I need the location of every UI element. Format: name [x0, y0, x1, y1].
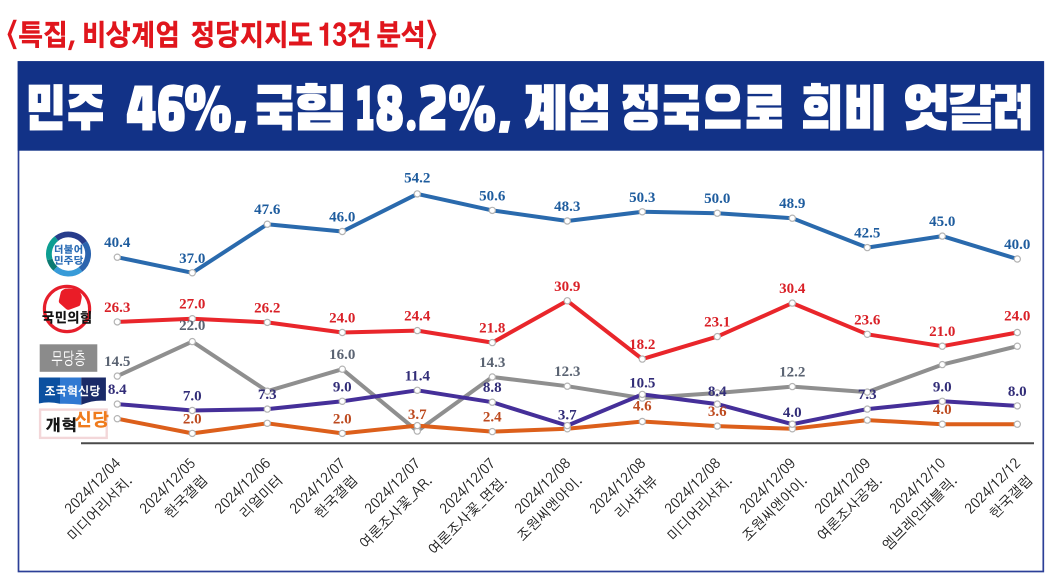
svg-text:50.6: 50.6 — [479, 188, 506, 204]
svg-text:27.0: 27.0 — [179, 297, 205, 313]
svg-text:23.6: 23.6 — [854, 312, 881, 328]
svg-text:7.0: 7.0 — [183, 389, 202, 405]
svg-text:7.3: 7.3 — [258, 387, 277, 403]
svg-text:3.6: 3.6 — [708, 404, 727, 420]
svg-text:46.0: 46.0 — [329, 210, 355, 226]
svg-text:4.6: 4.6 — [633, 399, 652, 415]
svg-text:24.4: 24.4 — [404, 309, 431, 325]
svg-text:8.4: 8.4 — [708, 384, 727, 400]
svg-text:9.0: 9.0 — [933, 379, 952, 395]
svg-text:26.2: 26.2 — [254, 300, 280, 316]
svg-text:12.2: 12.2 — [779, 365, 805, 381]
svg-text:8.8: 8.8 — [483, 380, 502, 396]
svg-text:30.9: 30.9 — [554, 279, 580, 295]
svg-text:12.3: 12.3 — [554, 364, 580, 380]
svg-text:30.4: 30.4 — [779, 281, 806, 297]
svg-text:54.2: 54.2 — [404, 170, 430, 186]
svg-text:48.3: 48.3 — [554, 199, 580, 215]
svg-text:2.4: 2.4 — [483, 410, 502, 426]
svg-text:47.6: 47.6 — [254, 202, 281, 218]
svg-text:40.0: 40.0 — [1004, 237, 1030, 253]
svg-text:42.5: 42.5 — [854, 226, 880, 242]
svg-text:2.0: 2.0 — [333, 411, 352, 427]
svg-text:14.5: 14.5 — [104, 354, 130, 370]
svg-text:11.4: 11.4 — [405, 368, 431, 384]
svg-text:37.0: 37.0 — [179, 251, 205, 267]
svg-text:21.0: 21.0 — [929, 324, 955, 340]
svg-text:10.5: 10.5 — [629, 375, 655, 391]
svg-text:24.0: 24.0 — [1004, 309, 1030, 325]
svg-text:21.8: 21.8 — [479, 321, 505, 337]
svg-text:7.3: 7.3 — [858, 387, 877, 403]
svg-text:3.7: 3.7 — [558, 407, 577, 423]
svg-text:24.0: 24.0 — [329, 311, 355, 327]
svg-text:16.0: 16.0 — [329, 347, 355, 363]
svg-text:9.0: 9.0 — [333, 379, 352, 395]
svg-text:4.0: 4.0 — [783, 405, 802, 421]
svg-text:8.0: 8.0 — [1008, 384, 1027, 400]
svg-text:22.0: 22.0 — [179, 318, 205, 334]
svg-text:14.3: 14.3 — [479, 355, 505, 371]
svg-text:40.4: 40.4 — [104, 235, 131, 251]
svg-text:2.0: 2.0 — [183, 411, 202, 427]
svg-text:4.0: 4.0 — [933, 402, 952, 418]
svg-text:8.4: 8.4 — [108, 382, 127, 398]
svg-text:48.9: 48.9 — [779, 196, 805, 212]
svg-text:45.0: 45.0 — [929, 214, 955, 230]
svg-text:26.3: 26.3 — [104, 300, 130, 316]
svg-text:23.1: 23.1 — [704, 315, 730, 331]
svg-text:50.3: 50.3 — [629, 190, 655, 206]
svg-text:18.2: 18.2 — [629, 337, 655, 353]
svg-text:50.0: 50.0 — [704, 191, 730, 207]
svg-text:3.7: 3.7 — [408, 407, 427, 423]
